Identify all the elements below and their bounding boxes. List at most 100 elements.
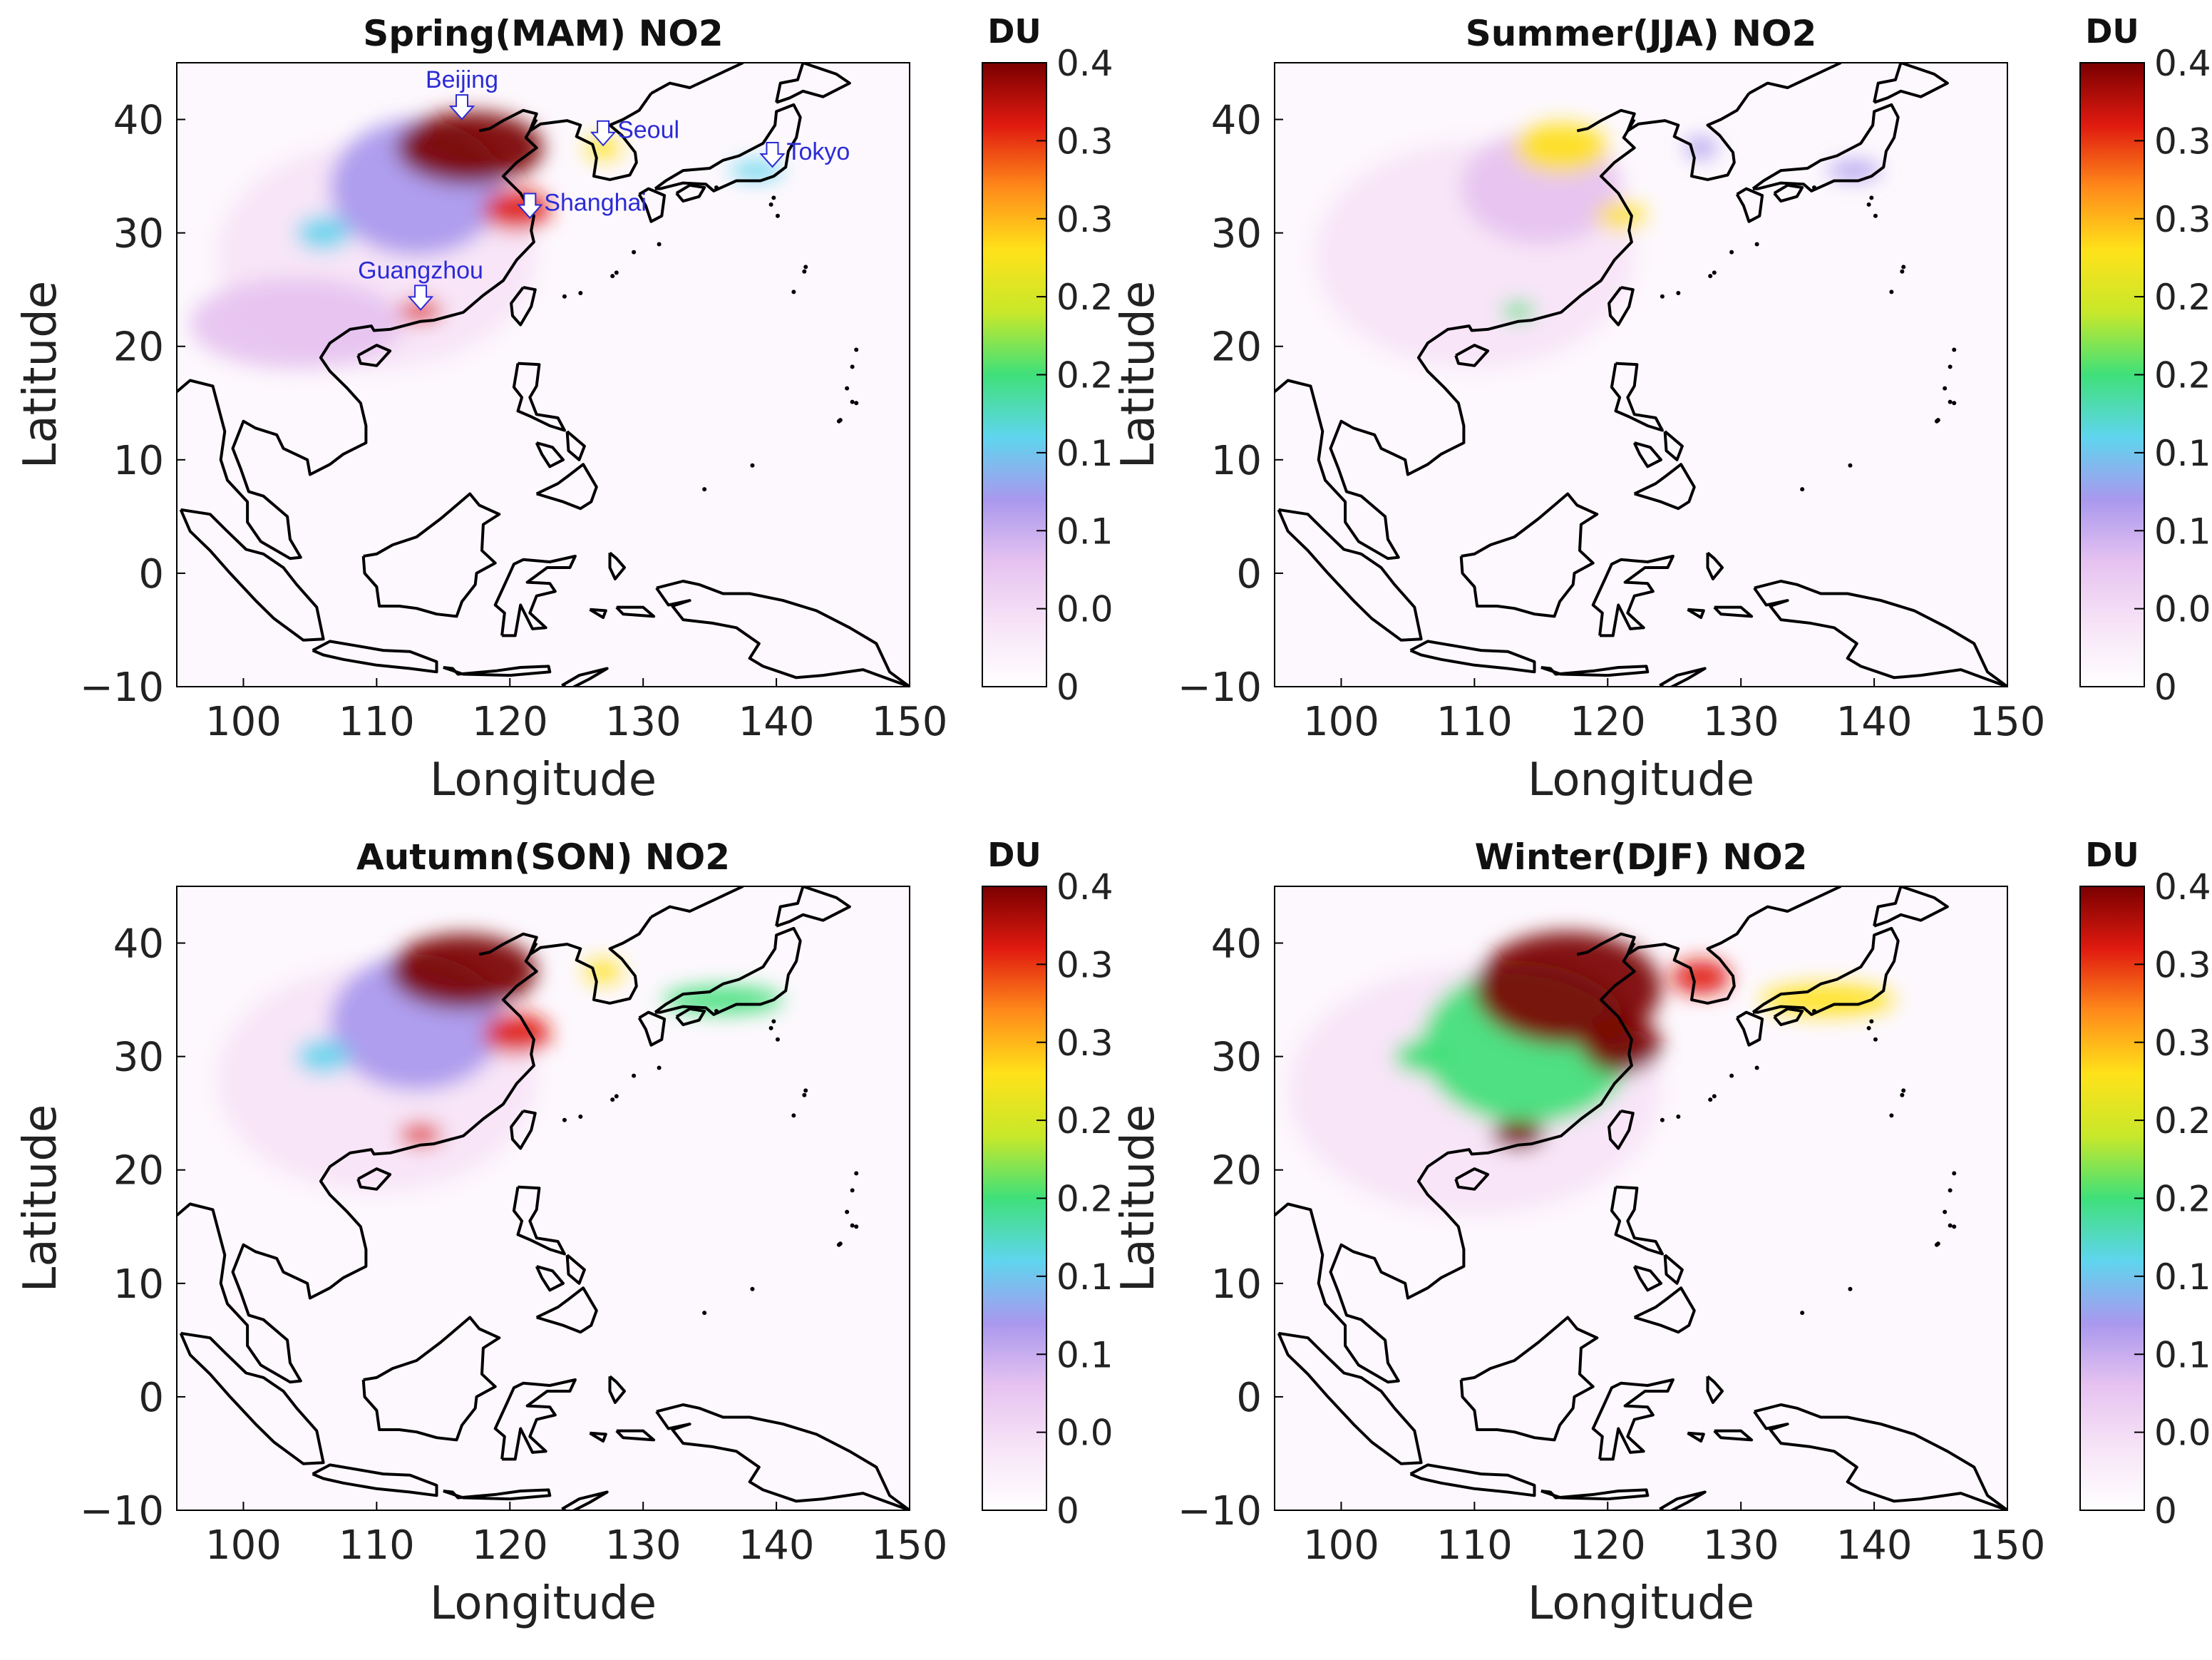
coastline xyxy=(361,1316,501,1442)
no2-hotspot xyxy=(390,933,537,1009)
coastline xyxy=(1610,1185,1664,1256)
coastline xyxy=(1748,63,1842,95)
colorbar-tick-label: 0.3 xyxy=(2154,199,2211,240)
coastline xyxy=(608,1375,626,1404)
coastline xyxy=(1277,1331,1423,1465)
colorbar-tick-label: 0.3 xyxy=(2154,944,2211,985)
x-tick-label: 120 xyxy=(472,1522,548,1569)
islet xyxy=(1660,1117,1665,1122)
colorbar-tick-label: 0.1 xyxy=(1056,1334,1113,1375)
x-tick-label: 100 xyxy=(1303,699,1379,745)
x-tick-label: 150 xyxy=(1970,699,2046,745)
x-axis-label: Longitude xyxy=(430,754,657,806)
islet xyxy=(921,488,925,493)
islet xyxy=(1676,1114,1681,1119)
islet xyxy=(1889,290,1894,294)
y-tick-label: 20 xyxy=(113,324,164,371)
colorbar-tick-label: 0.2 xyxy=(1056,277,1113,318)
coastlines xyxy=(1275,63,2007,687)
islet xyxy=(791,1113,796,1118)
coastline xyxy=(1409,1463,1536,1497)
down-arrow-icon xyxy=(590,120,617,147)
coastline xyxy=(1663,430,1684,461)
islet xyxy=(1800,1311,1805,1316)
coastline xyxy=(1576,92,1751,181)
coastline xyxy=(1687,1431,1705,1443)
coastline xyxy=(654,926,802,1016)
x-tick-label: 130 xyxy=(605,699,681,745)
coastline xyxy=(1773,183,1804,203)
islet xyxy=(1948,1188,1953,1193)
down-arrow-icon xyxy=(448,94,475,121)
y-tick-label: 0 xyxy=(138,551,164,598)
x-tick-label: 150 xyxy=(872,699,948,745)
colorbar-gradient xyxy=(982,886,1047,1511)
islet xyxy=(1712,270,1717,275)
coastline xyxy=(493,1378,577,1461)
coastline xyxy=(655,580,910,687)
coastline xyxy=(1610,362,1664,432)
islet xyxy=(562,294,567,299)
map-frame xyxy=(1274,62,2008,687)
no2-hotspot xyxy=(1514,123,1608,173)
coastline xyxy=(565,430,586,461)
y-tick-label: 10 xyxy=(113,1261,164,1308)
colorbar-tick-label: 0.4 xyxy=(1056,866,1113,908)
colorbar-unit: DU xyxy=(987,836,1041,874)
x-tick-label: 110 xyxy=(339,699,415,745)
coastline xyxy=(1607,286,1635,327)
coastline xyxy=(589,608,607,619)
coastline xyxy=(1751,103,1900,193)
islet xyxy=(775,1037,780,1042)
islet xyxy=(1943,386,1948,391)
colorbar-tick-label: 0.2 xyxy=(1056,1179,1113,1220)
x-tick-label: 150 xyxy=(1970,1522,2046,1569)
colorbar-tick-label: 0.2 xyxy=(1056,355,1113,396)
islet xyxy=(1934,419,1939,424)
coastline xyxy=(775,886,851,928)
colorbar: DU 0.4 0.3 0.3 0.2 0.2 0.1 0.1 0.0 0 xyxy=(2079,836,2211,1532)
islet xyxy=(771,195,776,200)
coastline xyxy=(1632,1265,1662,1292)
colorbar-unit: DU xyxy=(2085,12,2139,51)
coastline xyxy=(1713,605,1754,618)
no2-heatmap xyxy=(217,933,783,1193)
colorbar-tick-label: 0.0 xyxy=(2154,1413,2211,1454)
y-tick-label: −10 xyxy=(1178,665,1262,711)
x-tick-label: 120 xyxy=(1570,699,1646,745)
islet xyxy=(803,265,808,270)
colorbar-unit: DU xyxy=(2085,836,2139,874)
y-tick-label: −10 xyxy=(80,665,164,711)
coastline xyxy=(535,441,565,468)
coastline xyxy=(1275,942,1636,1384)
coastline xyxy=(775,63,851,104)
islet xyxy=(1900,1092,1905,1097)
colorbar-tick-label: 0.4 xyxy=(1056,43,1113,84)
colorbar: DU 0.4 0.3 0.3 0.2 0.2 0.1 0.1 0.0 0 xyxy=(2079,12,2211,708)
coastline xyxy=(1275,118,1636,560)
islet xyxy=(845,1209,850,1214)
islet xyxy=(1943,1209,1948,1214)
islet xyxy=(1869,195,1874,200)
islet xyxy=(657,1065,662,1070)
city-marker-shanghai: Shanghai xyxy=(517,190,647,220)
x-tick-label: 140 xyxy=(739,1522,815,1569)
coastline xyxy=(1706,1375,1724,1404)
colorbar-tick-label: 0.2 xyxy=(2154,1100,2211,1142)
colorbar-tick-label: 0.4 xyxy=(2154,43,2211,84)
coastline xyxy=(1659,1490,1707,1510)
coastline xyxy=(1540,665,1650,677)
coastline xyxy=(1735,187,1764,223)
x-tick-label: 140 xyxy=(1836,1522,1913,1569)
islet xyxy=(632,1073,637,1078)
coastline xyxy=(1659,667,1707,687)
islet xyxy=(578,1114,583,1119)
city-label: Guangzhou xyxy=(358,257,483,284)
islet xyxy=(803,1088,808,1093)
x-tick-label: 120 xyxy=(472,699,548,745)
coastline xyxy=(1706,551,1724,580)
islet xyxy=(836,1242,841,1247)
coastline xyxy=(1773,1007,1804,1027)
city-marker-beijing: Beijing xyxy=(426,66,498,121)
no2-hotspot xyxy=(1827,161,1881,180)
